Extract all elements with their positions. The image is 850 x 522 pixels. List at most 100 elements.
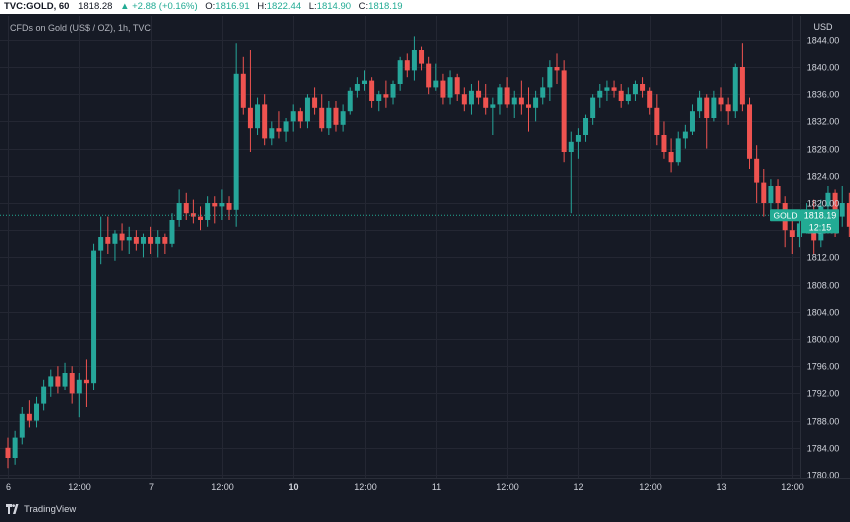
candle-body [689,111,695,132]
candle [625,87,631,105]
symbol-name[interactable]: TVC:GOLD, 60 [4,1,70,12]
candle [768,179,774,214]
candle-body [604,87,610,91]
candle-body [739,67,745,105]
low-label: L: [308,1,317,12]
candle [632,80,638,101]
candle [133,230,139,251]
candle-body [219,203,225,207]
candle-body [590,97,596,118]
candle [590,94,596,125]
candle [383,80,389,108]
candle [297,107,303,129]
candle [561,60,567,163]
candle [240,56,246,115]
y-tick-label: 1788.00 [807,417,840,427]
high-label: H: [257,1,267,12]
candle-body [369,80,375,101]
candle-body [625,94,631,101]
candle [376,90,382,112]
candle-body [290,111,296,122]
candle-body [682,131,688,139]
open-label: O: [205,1,216,12]
candle [369,77,375,108]
candle [668,138,674,173]
candle-body [126,237,132,241]
candle-body [376,94,382,101]
candle-body [362,80,367,84]
candle-body [483,97,489,108]
candle-body [283,121,289,132]
candle-body [647,90,653,108]
candle-body [69,373,75,394]
candle-body [140,237,146,244]
candle-body [233,73,239,210]
time-axis[interactable]: 6 12:00 7 12:00 10 12:00 11 12:00 12 12:00 13 12:00 [0,478,850,493]
candle [454,73,460,101]
price-axis[interactable]: 1780.00 1784.00 1788.00 1792.00 1796.00 1800.… [800,16,840,481]
candle [426,56,432,95]
price-tag-countdown: 12:15 [809,222,832,232]
candle [226,196,232,220]
candle [547,60,553,101]
candle-body [583,118,589,135]
candle [618,84,624,108]
candle [347,87,353,115]
candle [689,104,695,135]
candle-body [490,104,496,108]
candle-body [732,67,738,112]
candle-body [169,220,175,244]
candle-body [768,186,774,203]
tradingview-brand[interactable]: TradingView [6,502,76,516]
y-tick-label: 1836.00 [807,90,840,100]
candle-body [661,135,667,152]
candle [476,80,482,105]
candle [661,121,667,159]
candle [533,90,539,122]
x-tick-label: 12:00 [781,482,804,492]
candle [583,114,589,142]
y-tick-label: 1800.00 [807,335,840,345]
candle [397,56,403,91]
candle-body [226,203,232,210]
candle [447,70,453,105]
candle-body [155,237,161,244]
candle [76,373,82,418]
candle-body [796,223,802,237]
candle-body [697,97,703,112]
candle-body [711,97,717,118]
y-tick-label: 1796.00 [807,362,840,372]
candle-body [597,90,603,98]
candle [732,63,738,118]
candle [354,77,360,98]
x-tick-label: 6 [6,482,11,492]
candle [497,84,503,115]
candle-body [718,97,724,105]
candle-body [789,230,795,237]
candle [518,80,524,115]
candle-body [568,141,574,152]
last-price: 1818.28 [78,1,113,12]
y-tick-label: 1792.00 [807,389,840,399]
open-value: 1816.91 [215,1,250,12]
candle [511,90,517,118]
y-tick-label: 1820.00 [807,199,840,209]
x-tick-label: 12:00 [496,482,519,492]
candle [362,70,367,91]
candle [504,77,510,108]
candle-body [504,87,510,105]
candle-body [340,111,346,125]
candle [55,366,61,394]
candle [568,131,574,214]
candle-body [105,237,111,244]
candle [183,192,189,220]
candle-body [761,182,767,203]
candle [176,189,182,227]
candle [782,196,788,248]
candle-body [347,90,353,112]
candle [440,73,446,105]
candle-body [747,104,753,159]
candle-body [533,97,539,108]
y-tick-label: 1824.00 [807,172,840,182]
